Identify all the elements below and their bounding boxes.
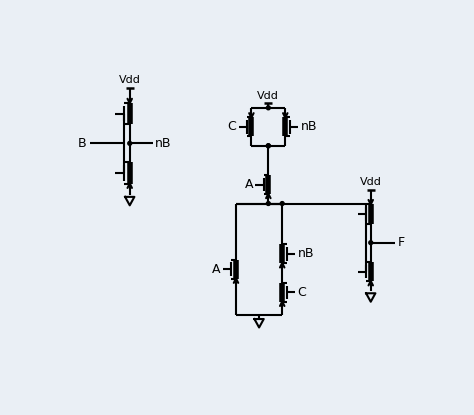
Text: A: A bbox=[212, 263, 221, 276]
Text: Vdd: Vdd bbox=[257, 91, 279, 101]
Text: nB: nB bbox=[297, 247, 314, 260]
Circle shape bbox=[266, 144, 270, 148]
Text: nB: nB bbox=[301, 120, 317, 133]
Circle shape bbox=[369, 241, 373, 244]
Circle shape bbox=[280, 202, 284, 205]
Text: Vdd: Vdd bbox=[360, 178, 382, 188]
Text: B: B bbox=[78, 137, 87, 150]
Text: Vdd: Vdd bbox=[119, 75, 141, 85]
Circle shape bbox=[266, 144, 270, 148]
Text: nB: nB bbox=[155, 137, 172, 150]
Circle shape bbox=[266, 202, 270, 205]
Text: C: C bbox=[228, 120, 236, 133]
Circle shape bbox=[266, 106, 270, 110]
Text: C: C bbox=[297, 286, 306, 299]
Text: F: F bbox=[398, 236, 405, 249]
Circle shape bbox=[128, 142, 132, 145]
Text: A: A bbox=[245, 178, 253, 191]
